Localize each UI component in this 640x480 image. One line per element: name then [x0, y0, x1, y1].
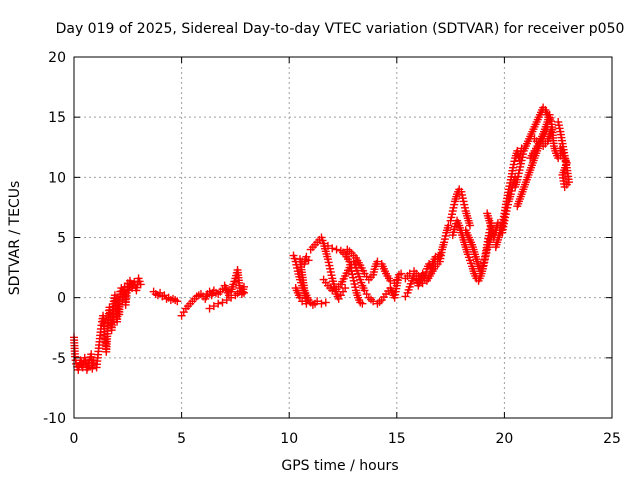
y-ticks: -10 -5 0 5 10 15 20	[43, 50, 612, 427]
y-tick-label: -5	[52, 351, 66, 367]
data-point	[328, 286, 337, 295]
y-tick-label: 15	[48, 110, 66, 126]
data-point	[240, 282, 249, 291]
y-tick-label: -10	[43, 411, 66, 427]
x-tick-label: 25	[603, 431, 621, 447]
data-point	[332, 245, 341, 254]
x-axis-label: GPS time / hours	[281, 458, 398, 474]
data-point	[328, 244, 337, 253]
data-point	[304, 256, 313, 265]
data-point	[321, 298, 330, 307]
data-point	[173, 297, 182, 306]
x-tick-label: 15	[388, 431, 406, 447]
data-point	[556, 144, 565, 153]
y-tick-label: 0	[57, 291, 66, 307]
data-point	[386, 276, 395, 285]
data-point	[205, 304, 214, 313]
data-point	[418, 279, 427, 288]
data-point	[218, 298, 227, 307]
data-point	[209, 302, 218, 311]
data-points	[70, 103, 573, 374]
data-point	[313, 297, 322, 306]
grid	[74, 57, 612, 418]
data-point	[341, 284, 350, 293]
data-point	[89, 356, 98, 365]
data-point	[444, 221, 453, 230]
data-point	[222, 296, 231, 305]
x-tick-label: 10	[280, 431, 298, 447]
y-tick-label: 5	[57, 231, 66, 247]
x-tick-label: 5	[177, 431, 186, 447]
x-tick-label: 0	[70, 431, 79, 447]
data-point	[465, 221, 474, 230]
y-tick-label: 20	[48, 50, 66, 66]
data-point	[373, 257, 382, 266]
data-point	[317, 299, 326, 308]
x-ticks: 0 5 10 15 20 25	[70, 57, 621, 447]
y-axis-label: SDTVAR / TECUs	[7, 181, 23, 296]
data-point	[323, 241, 332, 250]
x-tick-label: 20	[495, 431, 513, 447]
data-point	[214, 299, 223, 308]
data-point	[358, 299, 367, 308]
chart-title: Day 019 of 2025, Sidereal Day-to-day VTE…	[56, 21, 625, 37]
data-point	[136, 280, 145, 289]
data-point	[397, 269, 406, 278]
y-tick-label: 10	[48, 170, 66, 186]
